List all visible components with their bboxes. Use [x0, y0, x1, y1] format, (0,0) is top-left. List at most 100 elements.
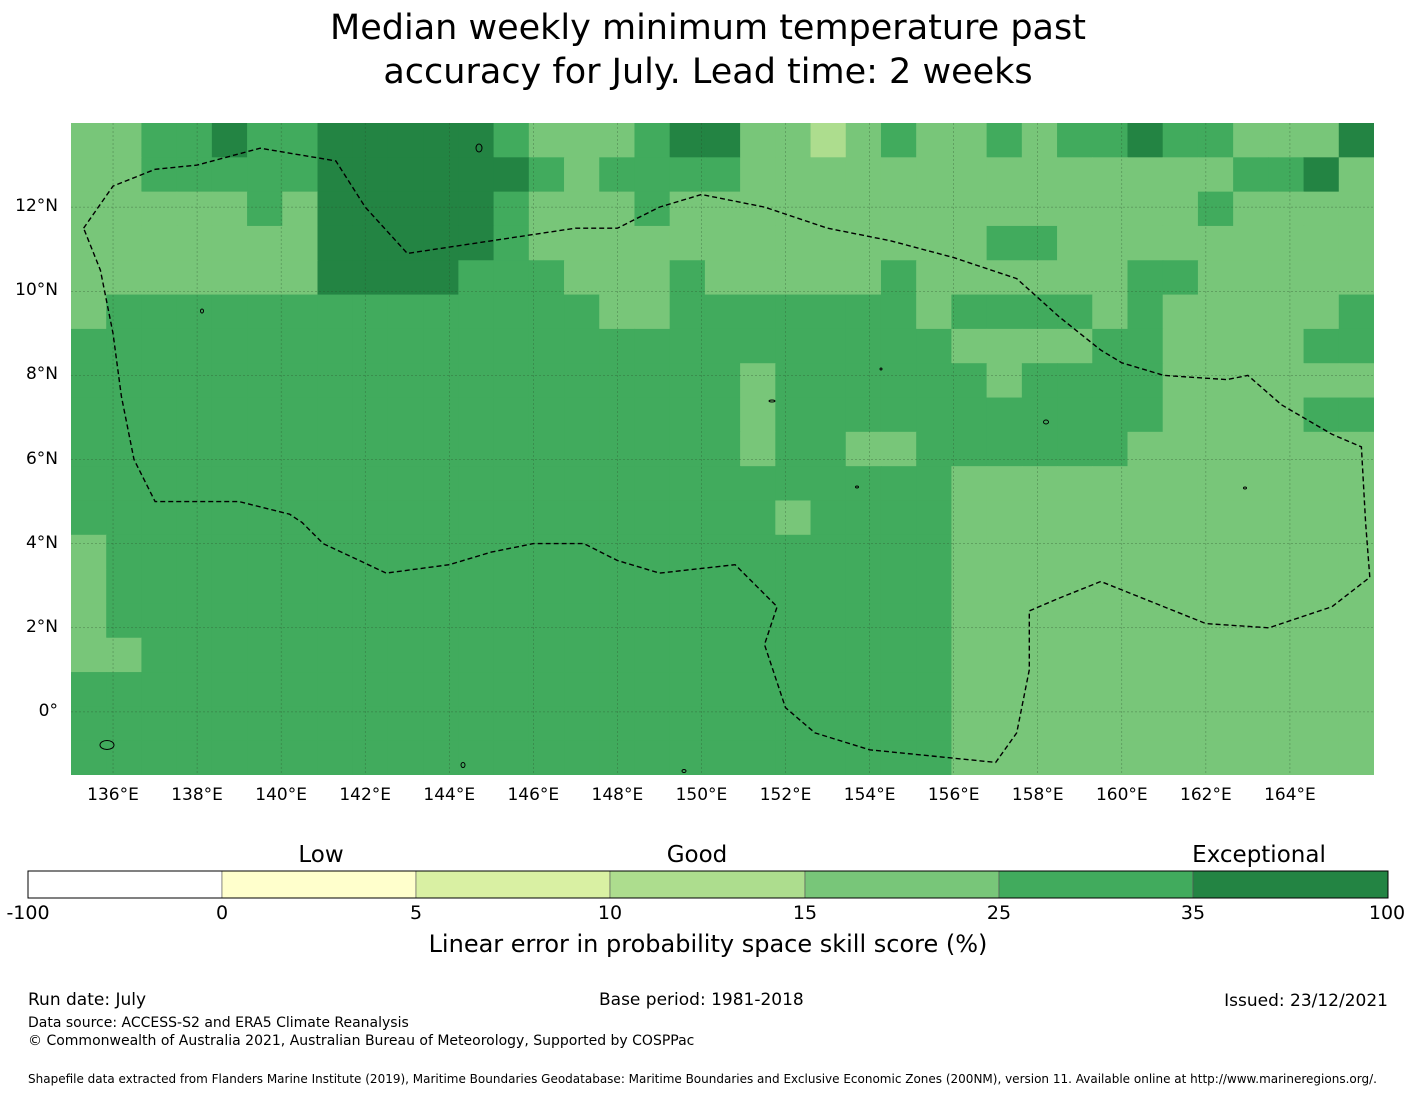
- longitude-label: 154°E: [843, 785, 896, 805]
- skill-cell: [71, 534, 107, 570]
- chart-title: Median weekly minimum temperature past a…: [0, 6, 1416, 94]
- skill-cell: [493, 431, 530, 467]
- skill-cell: [669, 397, 706, 433]
- skill-cell: [1233, 328, 1269, 364]
- skill-cell: [880, 123, 917, 158]
- shapefile-credit: Shapefile data extracted from Flanders M…: [28, 1072, 1377, 1086]
- skill-cell: [951, 466, 988, 502]
- skill-cell: [1338, 431, 1374, 467]
- skill-cell: [211, 123, 248, 158]
- skill-cell: [564, 603, 600, 639]
- skill-cell: [1303, 157, 1340, 193]
- skill-cell: [141, 534, 178, 570]
- longitude-label: 152°E: [759, 785, 812, 805]
- skill-cell: [669, 225, 706, 261]
- skill-cell: [1127, 225, 1164, 261]
- eez-boundary: [82, 147, 1371, 764]
- skill-cell: [528, 500, 565, 536]
- colorbar-tick: 100: [1368, 902, 1406, 924]
- skill-cell: [1303, 328, 1340, 364]
- skill-cell: [669, 260, 706, 296]
- skill-cell: [1268, 740, 1305, 775]
- skill-cell: [106, 431, 143, 467]
- skill-cell: [458, 672, 495, 707]
- colorbar-segment: [998, 870, 1194, 899]
- skill-cell: [71, 672, 107, 707]
- skill-cell: [387, 569, 424, 605]
- skill-cell: [1057, 328, 1093, 364]
- skill-cell: [845, 328, 882, 364]
- skill-cell: [423, 706, 459, 742]
- skill-cell: [740, 294, 776, 330]
- island-outline: [1243, 486, 1247, 490]
- island-outline: [99, 740, 115, 750]
- title-line-2: accuracy for July. Lead time: 2 weeks: [383, 52, 1033, 92]
- skill-cell: [775, 500, 812, 536]
- skill-cell: [810, 706, 847, 742]
- skill-cell: [1338, 225, 1374, 261]
- skill-cell: [845, 294, 882, 330]
- skill-cell: [951, 500, 988, 536]
- skill-cell: [1092, 294, 1129, 330]
- skill-cell: [71, 157, 107, 193]
- skill-cell: [247, 157, 283, 193]
- skill-cell: [1268, 260, 1305, 296]
- skill-cell: [282, 123, 319, 158]
- skill-cell: [1197, 363, 1234, 399]
- skill-cell: [528, 363, 565, 399]
- skill-cell: [1021, 672, 1058, 707]
- skill-cell: [1197, 225, 1234, 261]
- skill-cell: [493, 157, 530, 193]
- skill-cell: [1127, 500, 1164, 536]
- skill-cell: [493, 500, 530, 536]
- skill-cell: [352, 466, 389, 502]
- skill-cell: [775, 225, 812, 261]
- skill-cell: [810, 260, 847, 296]
- skill-cell: [387, 328, 424, 364]
- skill-cell: [247, 672, 283, 707]
- skill-cell: [1162, 740, 1199, 775]
- skill-cell: [176, 123, 213, 158]
- skill-cell: [1338, 569, 1374, 605]
- skill-cell: [141, 328, 178, 364]
- skill-cell: [458, 397, 495, 433]
- skill-cell: [317, 603, 354, 639]
- skill-cell: [1021, 294, 1058, 330]
- skill-cell: [634, 225, 671, 261]
- skill-cell: [247, 637, 283, 673]
- skill-cell: [951, 740, 988, 775]
- skill-cell: [176, 637, 213, 673]
- latitude-label: 2°N: [25, 616, 58, 637]
- skill-cell: [458, 706, 495, 742]
- skill-cell: [282, 672, 319, 707]
- skill-cell: [458, 603, 495, 639]
- skill-cell: [599, 534, 636, 570]
- skill-cell: [141, 363, 178, 399]
- skill-cell: [387, 534, 424, 570]
- skill-cell: [176, 363, 213, 399]
- skill-cell: [775, 603, 812, 639]
- skill-cell: [986, 500, 1023, 536]
- skill-cell: [282, 363, 319, 399]
- skill-cell: [845, 706, 882, 742]
- skill-cell: [810, 191, 847, 227]
- skill-cell: [1092, 431, 1129, 467]
- skill-cell: [1268, 500, 1305, 536]
- skill-cell: [141, 191, 178, 227]
- skill-cell: [1162, 225, 1199, 261]
- skill-cell: [810, 534, 847, 570]
- skill-cell: [1021, 466, 1058, 502]
- skill-cell: [564, 397, 600, 433]
- skill-cell: [176, 397, 213, 433]
- skill-cell: [916, 672, 953, 707]
- colorbar: [27, 870, 1389, 899]
- skill-cell: [986, 191, 1023, 227]
- skill-cell: [775, 123, 812, 158]
- skill-cell: [458, 157, 495, 193]
- skill-cell: [1127, 157, 1164, 193]
- skill-cell: [810, 603, 847, 639]
- skill-cell: [528, 123, 565, 158]
- skill-cell: [317, 534, 354, 570]
- skill-cell: [634, 500, 671, 536]
- skill-cell: [1303, 637, 1340, 673]
